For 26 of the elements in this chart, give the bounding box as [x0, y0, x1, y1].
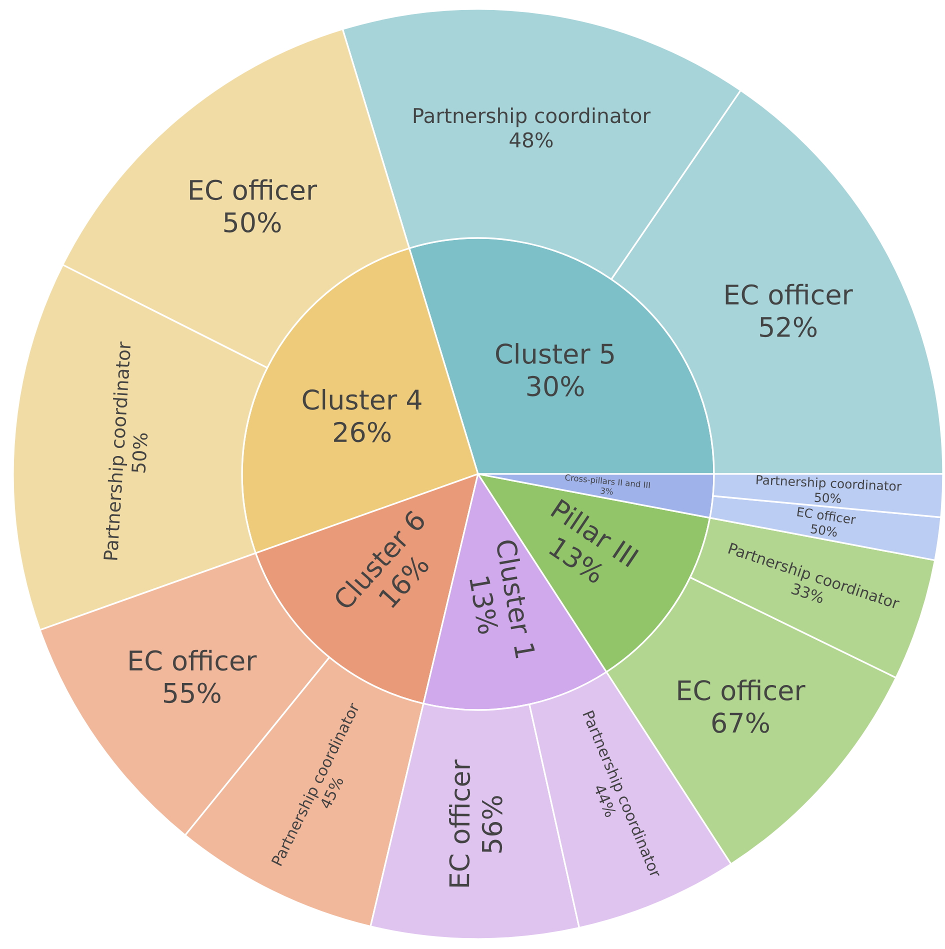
text: Partnership coordinator — [414, 108, 651, 128]
data-label: 50% — [814, 492, 841, 504]
data-label: 67% — [712, 712, 769, 733]
data-label: 26% — [334, 422, 391, 442]
category-label: Cluster 5 — [496, 343, 614, 364]
text: Partnership coordinator — [104, 342, 130, 560]
text: EC officer — [448, 760, 470, 887]
data-label: 55% — [164, 682, 220, 704]
data-label: 3% — [600, 488, 613, 495]
data-label: 13% — [470, 576, 498, 634]
data-label: 52% — [760, 316, 817, 338]
data-label: 50% — [810, 524, 837, 537]
text: EC officer — [130, 650, 257, 671]
category-label: Cluster 1 — [497, 540, 535, 658]
data-label: 30% — [527, 376, 584, 396]
data-label: 50% — [224, 212, 281, 233]
category-label: Cluster 4 — [302, 388, 422, 410]
text: EC officer — [797, 507, 856, 524]
text: EC officer — [678, 680, 806, 701]
series-label: Partnership coordinator — [756, 475, 902, 491]
data-label: 48% — [510, 132, 553, 148]
data-label: 50% — [132, 433, 148, 473]
text: EC officer — [190, 179, 318, 200]
data-label: 56% — [482, 796, 502, 853]
category-label: Cross-pillars II and III — [565, 474, 650, 488]
series-label: EC officer — [726, 284, 853, 305]
